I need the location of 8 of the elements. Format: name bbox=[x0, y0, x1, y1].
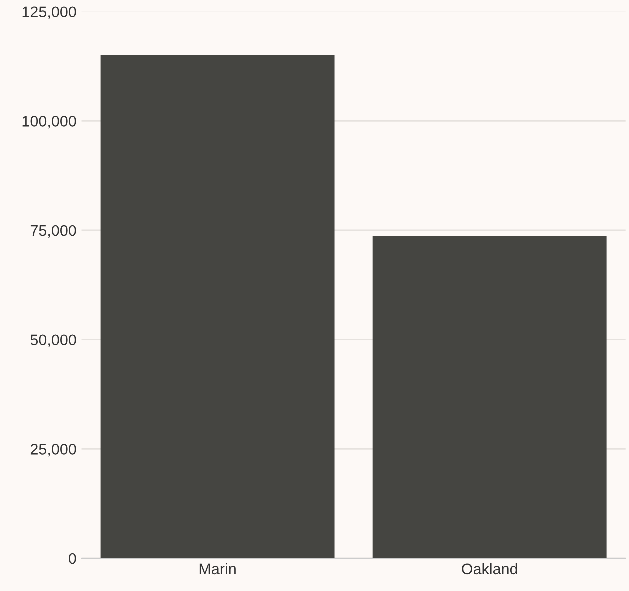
y-tick-label: 25,000 bbox=[30, 444, 76, 457]
y-tick-label: 75,000 bbox=[30, 225, 76, 238]
y-tick-label: 125,000 bbox=[22, 6, 76, 20]
x-tick-label: Marin bbox=[200, 563, 236, 575]
y-tick-label: 50,000 bbox=[30, 334, 76, 348]
x-tick-label: Oakland bbox=[462, 563, 518, 575]
y-tick-label: 100,000 bbox=[22, 116, 76, 129]
y-tick-label: 0 bbox=[69, 553, 76, 564]
